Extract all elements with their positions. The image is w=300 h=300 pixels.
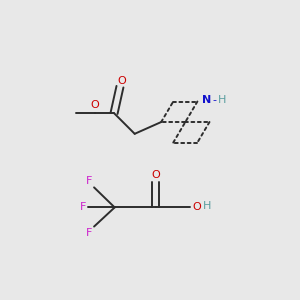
Text: O: O xyxy=(91,100,99,110)
Text: F: F xyxy=(86,228,93,238)
Text: -: - xyxy=(212,95,216,105)
Text: O: O xyxy=(152,170,160,180)
Text: H: H xyxy=(203,201,211,211)
Text: F: F xyxy=(80,202,86,212)
Text: O: O xyxy=(192,202,201,212)
Text: H: H xyxy=(218,95,226,105)
Text: N: N xyxy=(202,95,211,105)
Text: O: O xyxy=(117,76,126,85)
Text: F: F xyxy=(86,176,93,186)
